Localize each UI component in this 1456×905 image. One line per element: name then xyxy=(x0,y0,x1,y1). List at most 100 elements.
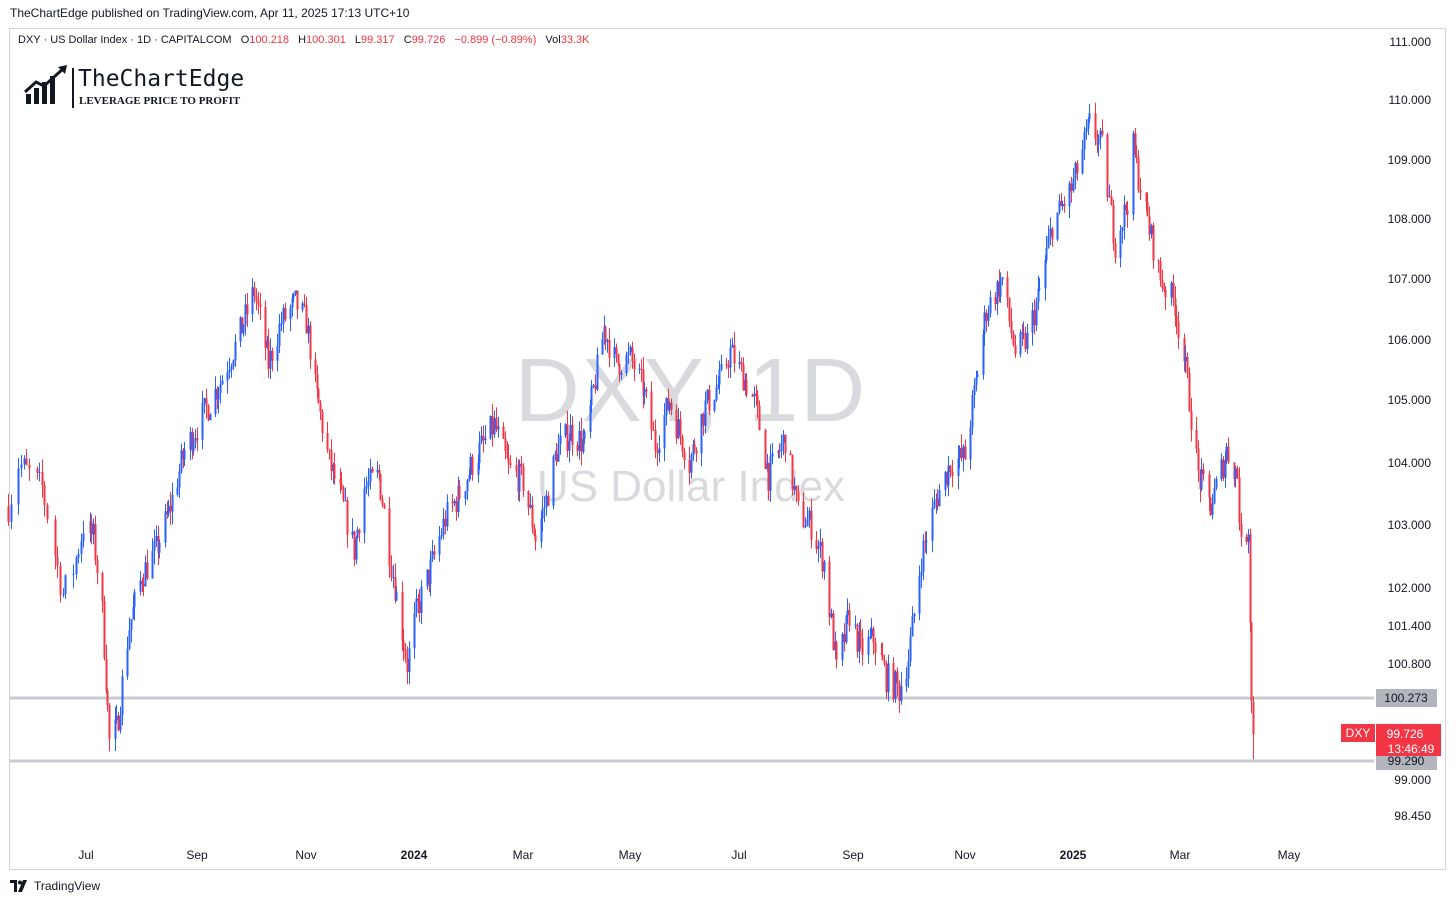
candle-body-113 xyxy=(316,374,319,389)
candle-body-168 xyxy=(453,501,456,504)
candle-body-340 xyxy=(885,663,888,693)
candle-body-271 xyxy=(708,389,711,411)
candle-body-17 xyxy=(72,574,75,576)
candle-body-383 xyxy=(996,281,999,305)
candle-body-425 xyxy=(1099,130,1102,139)
candle-body-3 xyxy=(20,464,23,469)
close-value: 99.726 xyxy=(411,34,446,46)
x-tick-label-10: Mar xyxy=(1170,848,1191,862)
candle-body-11 xyxy=(46,504,49,520)
y-tick-label-2: 109.000 xyxy=(1388,153,1432,167)
candle-body-179 xyxy=(480,435,483,443)
candle-body-314 xyxy=(819,541,822,547)
candle-body-231 xyxy=(608,340,611,358)
candle-body-52 xyxy=(164,511,167,543)
candle-body-318 xyxy=(830,613,833,617)
candle-body-316 xyxy=(823,561,826,572)
y-tick-label-1: 110.000 xyxy=(1389,93,1432,107)
candle-body-362 xyxy=(944,471,947,491)
candle-body-378 xyxy=(983,312,986,335)
candle-body-88 xyxy=(253,287,256,296)
candle-body-194 xyxy=(518,463,521,492)
candle-body-367 xyxy=(957,458,960,476)
candle-body-110 xyxy=(307,325,310,334)
candle-body-255 xyxy=(668,402,671,410)
candle-body-65 xyxy=(194,438,197,443)
chart-frame[interactable] xyxy=(9,28,1446,870)
candle-body-360 xyxy=(936,499,939,507)
candle-body-207 xyxy=(552,456,555,506)
footer-brand: TradingView xyxy=(34,879,101,893)
candle-body-263 xyxy=(690,454,693,473)
candle-body-214 xyxy=(568,440,571,451)
candle-body-466 xyxy=(1202,469,1205,475)
candle-body-461 xyxy=(1190,411,1193,430)
candle-body-222 xyxy=(589,405,592,432)
candle-body-165 xyxy=(444,518,447,527)
candle-body-331 xyxy=(861,638,864,655)
candle-body-297 xyxy=(777,450,780,454)
candle-body-125 xyxy=(344,500,347,502)
candle-body-348 xyxy=(907,661,910,679)
candle-body-155 xyxy=(418,601,421,613)
candle-body-480 xyxy=(1238,477,1241,524)
candle-body-106 xyxy=(296,290,299,310)
candle-body-398 xyxy=(1033,310,1036,326)
candle-body-30 xyxy=(106,690,109,706)
candle-body-217 xyxy=(576,445,579,451)
candle-body-24 xyxy=(92,523,95,535)
candle-body-457 xyxy=(1183,337,1186,362)
candle-body-19 xyxy=(77,553,80,558)
candle-body-485 xyxy=(1250,622,1253,701)
candle-body-210 xyxy=(557,444,560,462)
candle-body-249 xyxy=(654,429,657,451)
candle-body-124 xyxy=(342,487,345,501)
candle-body-160 xyxy=(431,551,434,560)
candle-body-131 xyxy=(358,529,361,534)
candle-body-127 xyxy=(351,531,354,535)
candle-body-335 xyxy=(872,628,875,643)
candle-body-71 xyxy=(209,414,212,421)
candle-body-299 xyxy=(780,443,783,452)
candle-body-27 xyxy=(101,573,104,602)
candle-body-478 xyxy=(1234,468,1237,480)
high-label: H xyxy=(298,34,307,46)
symbol-title[interactable]: DXY · US Dollar Index · 1D · CAPITALCOM xyxy=(18,34,232,46)
candle-body-434 xyxy=(1123,204,1126,228)
candle-body-219 xyxy=(580,430,583,452)
candle-body-415 xyxy=(1074,162,1077,179)
candle-body-401 xyxy=(1038,288,1041,290)
candle-body-251 xyxy=(658,448,661,454)
candle-body-298 xyxy=(778,450,781,452)
y-tick-label-7: 104.000 xyxy=(1388,456,1432,470)
y-tick-label-11: 100.800 xyxy=(1388,657,1432,671)
candle-body-31 xyxy=(108,705,111,739)
level-label-0: 100.273 xyxy=(1384,691,1428,705)
candle-body-157 xyxy=(426,569,429,587)
candle-body-132 xyxy=(363,488,366,534)
candle-body-486 xyxy=(1252,701,1255,734)
candle-body-371 xyxy=(964,446,967,460)
candle-body-460 xyxy=(1188,372,1191,412)
candle-body-283 xyxy=(740,362,743,365)
candle-body-330 xyxy=(859,631,862,639)
candle-body-159 xyxy=(429,559,432,585)
candle-body-364 xyxy=(947,465,950,485)
candle-body-188 xyxy=(504,438,507,451)
candle-body-75 xyxy=(219,384,222,394)
candle-body-74 xyxy=(217,393,220,400)
logo-tagline: LEVERAGE PRICE TO PROFIT xyxy=(79,95,241,107)
candle-body-351 xyxy=(913,613,916,617)
candle-body-12 xyxy=(54,519,57,557)
candle-body-87 xyxy=(251,287,254,315)
candle-body-411 xyxy=(1063,203,1066,207)
candle-body-319 xyxy=(832,613,835,650)
candle-body-288 xyxy=(753,393,756,397)
candle-body-177 xyxy=(477,463,480,475)
candle-body-243 xyxy=(640,368,643,370)
candle-body-307 xyxy=(802,501,805,528)
candle-body-349 xyxy=(909,636,912,662)
candle-body-216 xyxy=(571,424,574,446)
candle-body-47 xyxy=(151,550,154,579)
